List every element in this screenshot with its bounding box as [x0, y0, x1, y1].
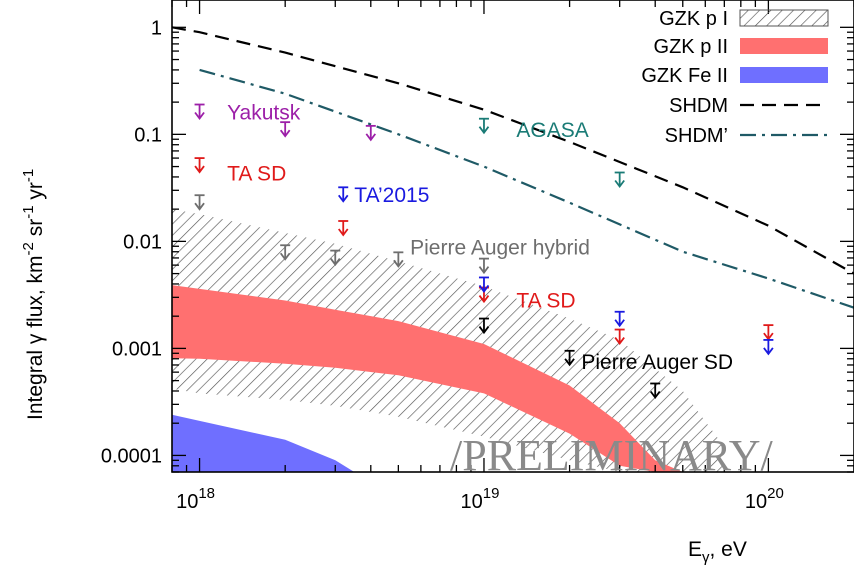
upper-limit-pierre-auger-hybrid	[279, 244, 291, 261]
upper-limit-pierre-auger-sd	[649, 382, 661, 399]
upper-limit-yakutsk	[365, 124, 377, 142]
band-gzk-fe-ii	[172, 414, 355, 472]
line-shdm	[172, 26, 854, 275]
legend-label: GZK Fe II	[641, 65, 728, 87]
y-tick-label: 0.001	[112, 338, 162, 360]
upper-limit-agasa	[614, 171, 625, 189]
upper-limit-yakutsk	[279, 121, 291, 138]
upper-limit-pierre-auger-hybrid	[330, 249, 341, 267]
upper-limit-yakutsk	[194, 103, 205, 121]
legend-gzk-p-ii: GZK p II	[654, 36, 828, 58]
upper-limit-pierre-auger-hybrid	[478, 257, 490, 275]
upper-limit-pierre-auger-hybrid	[393, 251, 404, 268]
annotation-yakutsk: Yakutsk	[227, 101, 301, 124]
x-tick-label: 1018	[176, 485, 215, 513]
legend-label: SHDM	[669, 95, 728, 117]
upper-limit-agasa	[478, 117, 490, 135]
y-tick-label: 0.0001	[101, 445, 162, 467]
upper-limit-pierre-auger-sd	[478, 317, 490, 335]
y-tick-label: 0.1	[134, 124, 162, 146]
x-axis-title: Eγ, eV	[688, 538, 747, 566]
legend-gzk-fe-ii: GZK Fe II	[641, 65, 828, 87]
legend-label: SHDM’	[665, 125, 728, 147]
y-axis-title: Integral γ flux, km-2 sr-1 yr-1	[20, 169, 47, 420]
annotation-pierre-auger-sd: Pierre Auger SD	[581, 351, 733, 374]
y-tick-label: 0.01	[123, 231, 162, 253]
legend-swatch	[740, 38, 828, 54]
upper-limit-ta-sd-2013-	[338, 220, 349, 237]
annotation-ta-sd: TA SD	[516, 290, 575, 313]
band-gzk-p-ii	[172, 285, 683, 472]
annotation-ta-sd: TA SD	[227, 163, 286, 186]
plot-frame	[171, 0, 854, 473]
upper-limit-ta-sd-2013-	[194, 157, 205, 174]
annotation-ta-2015: TA’2015	[354, 184, 429, 207]
upper-limit-ta-sd-blue	[763, 339, 774, 356]
upper-limit-pierre-auger-sd	[564, 349, 575, 367]
preliminary-watermark: /PRELIMINARY/	[450, 431, 773, 480]
upper-limit-ta-sd-blue	[614, 310, 625, 328]
upper-limit-ta-sd-2015-	[614, 328, 625, 346]
annotation-pierre-auger-hybrid: Pierre Auger hybrid	[410, 236, 590, 259]
legend-gzk-p-i: GZK p I	[659, 8, 829, 30]
x-tick-label: 1020	[745, 485, 784, 513]
legend-swatch	[739, 9, 829, 27]
legend-label: GZK p II	[654, 36, 728, 58]
upper-limit-ta-sd-blue	[478, 276, 490, 293]
line-shdm-	[199, 68, 854, 309]
legend-label: GZK p I	[659, 8, 728, 30]
legend-shdm: SHDM	[669, 95, 828, 117]
x-tick-label: 1019	[461, 485, 500, 513]
legend-swatch	[740, 67, 828, 83]
legend-shdm-: SHDM’	[665, 125, 828, 147]
y-tick-label: 1	[151, 17, 162, 39]
upper-limit-ta-2015	[338, 186, 349, 203]
annotation-agasa: AGASA	[516, 119, 588, 142]
upper-limit-ta-sd-2015-	[763, 324, 774, 341]
upper-limit-pierre-auger-hybrid	[194, 194, 205, 211]
